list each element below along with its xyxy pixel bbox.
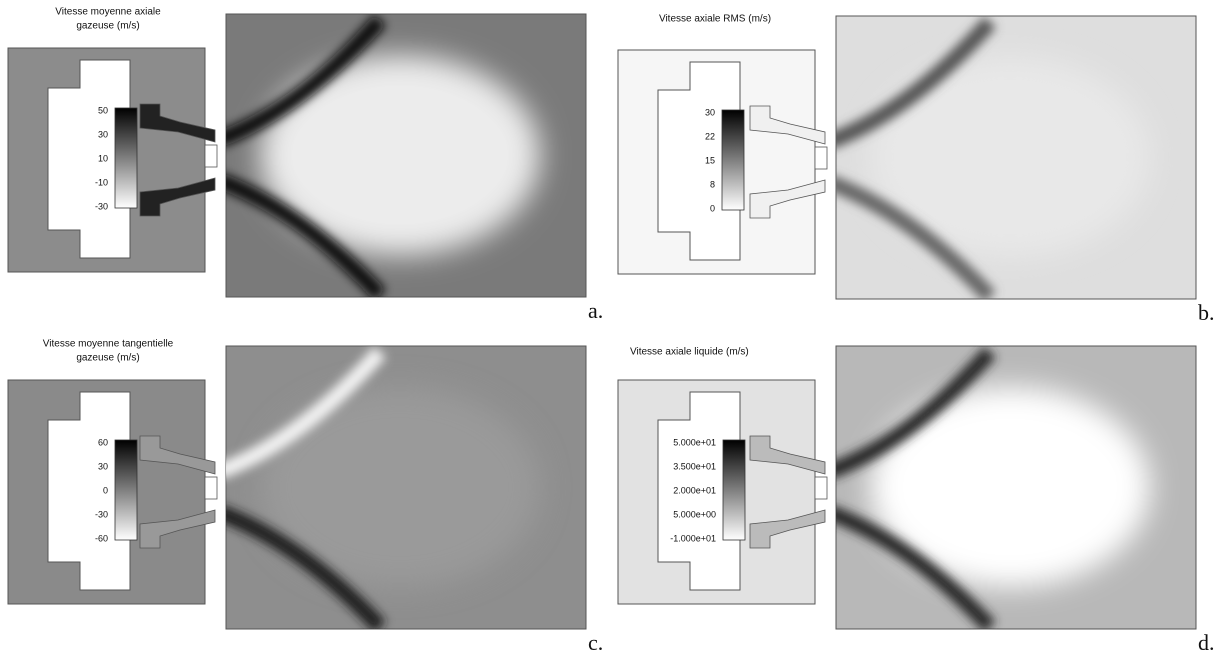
flow-field [836,16,1150,299]
colorbar-tick-label: -10 [95,177,108,187]
colorbar-tick-label: 2.000e+01 [673,485,716,495]
panel-title: gazeuse (m/s) [76,21,139,32]
colorbar [114,107,138,209]
panel-label: b. [1198,300,1215,325]
panel: 5.000e+01 3.500e+01 2.000e+01 5.000e+00 -1.0… [617,345,1215,655]
flow-field [226,346,540,629]
swirler-upper [749,435,826,475]
panel: 50 30 10 -10 -30 Vitesse moyenne axiale gazeus… [7,7,603,323]
flow-field [836,346,1150,629]
jet-lower [226,506,386,629]
colorbar [721,109,745,211]
jet-lower [836,176,996,299]
plenum [657,61,741,261]
panel-label: a. [588,298,603,323]
jet-lower [836,506,996,629]
colorbar [722,439,746,541]
colorbar-tick-label: 0 [103,485,108,495]
recirculation-zone [870,57,1150,257]
panel-label: c. [588,630,603,655]
colorbar [114,439,138,541]
swirler-upper [749,105,826,145]
jet-upper [226,346,386,478]
nozzle [814,476,828,500]
panel-title: Vitesse axiale RMS (m/s) [659,14,771,25]
colorbar-tick-label: 8 [710,179,715,189]
recirculation-zone [870,387,1150,587]
colorbar-tick-label: -30 [95,201,108,211]
plenum [657,391,741,591]
colorbar-tick-label: -1.000e+01 [670,533,716,543]
nozzle [814,146,828,170]
colorbar-tick-label: 0 [710,203,715,213]
panel-title: Vitesse moyenne tangentielle [43,339,174,350]
swirler-lower [139,177,216,217]
flow-field [226,14,540,297]
nozzle [204,476,218,500]
swirler-lower [139,509,216,549]
colorbar-tick-label: -60 [95,533,108,543]
swirler-lower [749,179,826,219]
jet-upper [836,346,996,478]
plenum [47,391,131,591]
nozzle [204,144,218,168]
recirculation-zone [260,55,540,255]
colorbar-tick-label: 30 [705,107,715,117]
colorbar-tick-label: 5.000e+00 [673,509,716,519]
swirler-upper [139,103,216,143]
plenum [47,59,131,259]
colorbar-tick-label: 10 [98,153,108,163]
colorbar-tick-label: 22 [705,131,715,141]
panel-title: Vitesse axiale liquide (m/s) [630,347,749,358]
jet-upper [226,14,386,146]
colorbar-tick-label: 60 [98,437,108,447]
colorbar-tick-label: 5.000e+01 [673,437,716,447]
swirler-lower [749,509,826,549]
panel-label: d. [1198,630,1215,655]
panel-title: Vitesse moyenne axiale [55,7,161,18]
panel: 30 22 15 8 0 Vitesse axiale RMS (m/s) b. [617,14,1215,325]
colorbar-tick-label: 30 [98,129,108,139]
jet-upper [836,16,996,148]
colorbar-tick-label: 3.500e+01 [673,461,716,471]
panel-title: gazeuse (m/s) [76,353,139,364]
panel: 60 30 0 -30 -60 Vitesse moyenne tangentielle g… [7,339,603,655]
colorbar-tick-label: 15 [705,155,715,165]
swirler-upper [139,435,216,475]
recirculation-zone [260,387,540,587]
colorbar-tick-label: 30 [98,461,108,471]
colorbar-tick-label: 50 [98,105,108,115]
jet-lower [226,174,386,297]
colorbar-tick-label: -30 [95,509,108,519]
